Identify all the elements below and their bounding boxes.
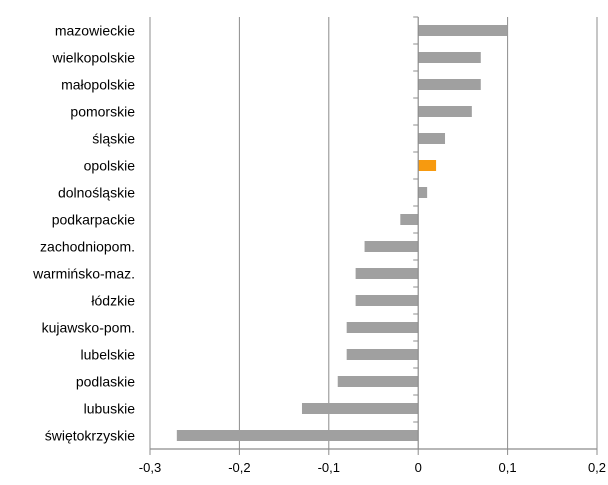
category-label: pomorskie	[70, 104, 135, 120]
bar-region	[346, 349, 419, 360]
bar-highlight	[418, 160, 437, 171]
bar-region	[418, 187, 428, 198]
category-label: lubuskie	[84, 401, 136, 417]
category-label: opolskie	[84, 158, 136, 174]
bar-region	[418, 52, 481, 63]
bar-region	[355, 295, 419, 306]
bar-region	[337, 376, 419, 387]
category-label: lubelskie	[81, 347, 136, 363]
bar-region	[418, 79, 481, 90]
category-label: zachodniopom.	[40, 239, 135, 255]
category-label: podkarpackie	[52, 212, 135, 228]
bar-region	[418, 106, 472, 117]
x-tick-label: -0,2	[228, 460, 250, 475]
bar-region	[418, 133, 446, 144]
x-tick-label: 0,2	[588, 460, 606, 475]
label-layer: -0,3 -0,2 -0,1 0 0,1 0,2 mazowieckie wielkopols…	[32, 23, 606, 476]
bar-region	[346, 322, 419, 333]
x-tick-label: 0,1	[499, 460, 517, 475]
axis-layer	[149, 16, 598, 455]
x-tick-label: -0,3	[139, 460, 161, 475]
x-tick-label: 0	[415, 460, 422, 475]
x-tick-label: -0,1	[318, 460, 340, 475]
category-label: wielkopolskie	[52, 50, 136, 66]
grid-layer	[149, 17, 598, 449]
category-label: kujawsko-pom.	[42, 320, 135, 336]
category-label: śląskie	[92, 131, 135, 147]
category-label: warmińsko-maz.	[32, 266, 135, 282]
bar-region	[364, 241, 419, 252]
bar-region	[176, 430, 419, 441]
category-label: małopolskie	[61, 77, 135, 93]
bar-region	[418, 25, 508, 36]
category-label: dolnośląskie	[58, 185, 135, 201]
category-label: świętokrzyskie	[45, 428, 135, 444]
bar-region	[355, 268, 419, 279]
category-label: podlaskie	[76, 374, 135, 390]
bar-region	[301, 403, 419, 414]
bar-region	[400, 214, 419, 225]
category-label: mazowieckie	[55, 23, 135, 39]
bar-layer	[176, 25, 508, 441]
category-label: łódzkie	[91, 293, 135, 309]
